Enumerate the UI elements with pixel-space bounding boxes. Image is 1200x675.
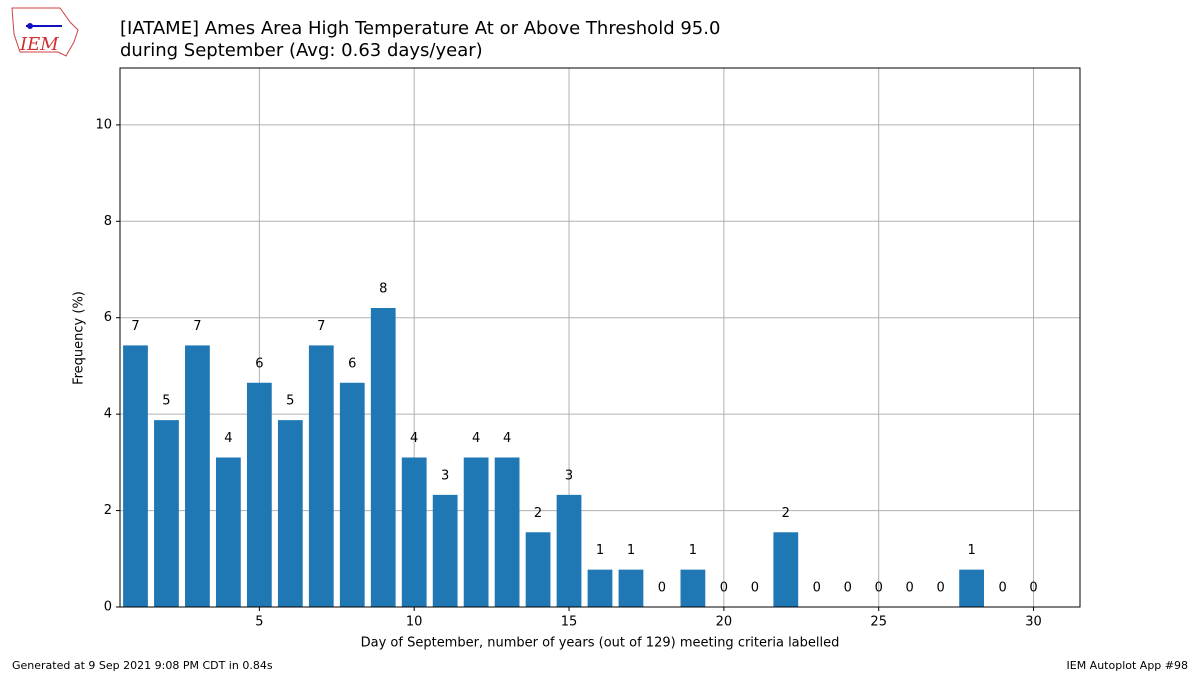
- bar-label: 1: [627, 543, 635, 558]
- bar: [339, 382, 365, 607]
- bar-label: 0: [658, 581, 666, 596]
- y-tick-label: 4: [104, 407, 112, 422]
- bar-label: 4: [472, 431, 480, 446]
- bar-label: 2: [534, 506, 542, 521]
- bar-label: 3: [441, 468, 449, 483]
- bar: [525, 532, 551, 607]
- x-tick-label: 10: [406, 615, 423, 630]
- bar: [401, 457, 427, 607]
- bar-label: 6: [348, 356, 356, 371]
- bar-label: 0: [875, 581, 883, 596]
- y-tick-label: 2: [104, 503, 112, 518]
- bar: [680, 569, 706, 607]
- bar: [370, 307, 396, 607]
- bar-label: 3: [565, 468, 573, 483]
- bar: [216, 457, 241, 607]
- bar: [185, 345, 210, 607]
- logo-outline: [11, 7, 79, 57]
- y-tick-label: 10: [95, 117, 112, 132]
- bar: [123, 345, 148, 607]
- bar-label: 0: [1029, 581, 1037, 596]
- bar: [154, 420, 179, 607]
- bar: [618, 569, 644, 607]
- bar: [494, 457, 520, 607]
- x-axis-label: Day of September, number of years (out o…: [361, 636, 840, 651]
- bar: [246, 382, 272, 607]
- bar: [773, 532, 799, 607]
- bar-label: 0: [906, 581, 914, 596]
- bar-label: 4: [410, 431, 418, 446]
- footer-right: IEM Autoplot App #98: [1067, 659, 1189, 672]
- chart-title: [IATAME] Ames Area High Temperature At o…: [120, 18, 720, 39]
- bar-label: 0: [813, 581, 821, 596]
- chart-subtitle: during September (Avg: 0.63 days/year): [120, 40, 483, 61]
- bar: [959, 569, 984, 607]
- y-tick-label: 6: [104, 310, 112, 325]
- bar: [556, 494, 582, 607]
- bar-label: 8: [379, 281, 387, 296]
- x-tick-label: 5: [255, 615, 263, 630]
- bar-label: 6: [255, 356, 263, 371]
- x-tick-label: 15: [561, 615, 578, 630]
- bar-label: 1: [689, 543, 697, 558]
- bar: [587, 569, 613, 607]
- bar-label: 2: [782, 506, 790, 521]
- bar-label: 7: [193, 319, 201, 334]
- bar-label: 0: [937, 581, 945, 596]
- bar-label: 1: [967, 543, 975, 558]
- footer-left: Generated at 9 Sep 2021 9:08 PM CDT in 0…: [12, 659, 273, 672]
- bar-label: 4: [503, 431, 511, 446]
- bar-label: 4: [224, 431, 232, 446]
- plot-frame: [119, 67, 1081, 608]
- logo: IEM: [11, 7, 79, 57]
- bar-label: 7: [131, 319, 139, 334]
- bar-label: 0: [998, 581, 1006, 596]
- bar-label: 7: [317, 319, 325, 334]
- bar-label: 0: [751, 581, 759, 596]
- bar-label: 1: [596, 543, 604, 558]
- logo-icon: [27, 23, 33, 29]
- bar: [277, 420, 303, 607]
- bar: [308, 345, 334, 607]
- x-tick-label: 20: [716, 615, 733, 630]
- bar: [463, 457, 489, 607]
- y-axis-label: Frequency (%): [72, 291, 87, 385]
- x-tick-label: 25: [870, 615, 887, 630]
- x-tick-label: 30: [1025, 615, 1042, 630]
- bar-label: 0: [720, 581, 728, 596]
- bar: [432, 494, 458, 607]
- bar-label: 0: [844, 581, 852, 596]
- bar-label: 5: [286, 394, 294, 409]
- logo-text: IEM: [19, 34, 59, 55]
- y-tick-label: 0: [104, 600, 112, 615]
- y-tick-label: 8: [104, 214, 112, 229]
- bar-label: 5: [162, 394, 170, 409]
